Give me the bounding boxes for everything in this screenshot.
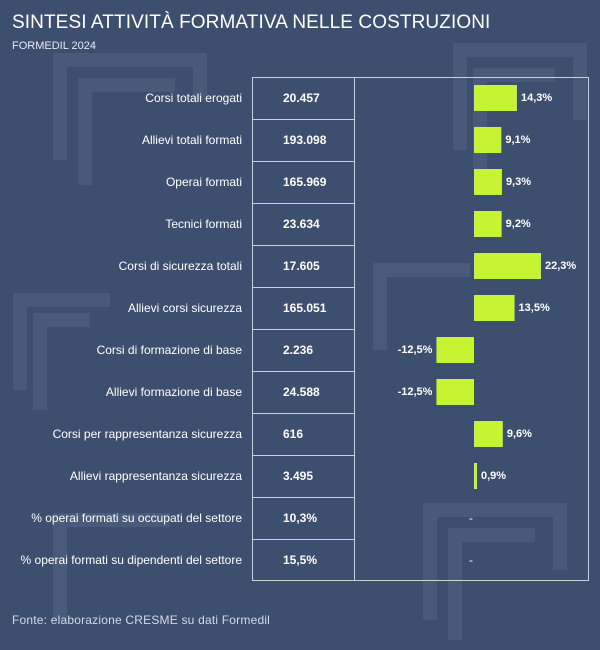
value-cell: 3.495 [283, 469, 314, 483]
chart-title: SINTESI ATTIVITÀ FORMATIVA NELLE COSTRUZ… [12, 12, 491, 33]
change-label: -12,5% [397, 386, 433, 398]
category-label: Corsi totali erogati [145, 91, 242, 105]
change-bar [436, 379, 474, 405]
change-bar [474, 211, 502, 237]
row-separator [252, 329, 355, 330]
change-bar [436, 337, 474, 363]
row-separator [252, 287, 355, 288]
value-cell: 24.588 [283, 385, 320, 399]
category-label: Corsi per rappresentanza sicurezza [52, 427, 242, 441]
category-label: Operai formati [165, 175, 242, 189]
category-label: Allievi rappresentanza sicurezza [69, 469, 242, 483]
change-label: 13,5% [518, 302, 550, 314]
row-separator [252, 497, 355, 498]
value-cell: 193.098 [283, 133, 327, 147]
category-label: Corsi di sicurezza totali [118, 259, 242, 273]
value-cell: 2.236 [283, 343, 314, 357]
category-label: % operai formati su occupati del settore [31, 511, 242, 525]
row-separator [252, 245, 355, 246]
row-separator [252, 539, 355, 540]
value-cell: 616 [283, 427, 304, 441]
value-cell: 23.634 [283, 217, 320, 231]
row-separator [252, 203, 355, 204]
value-cell: 10,3% [283, 511, 318, 525]
change-bar [474, 169, 502, 195]
row-separator [252, 119, 355, 120]
change-label: 9,1% [505, 134, 531, 146]
category-label: Allievi formazione di base [105, 385, 242, 399]
change-bar [474, 463, 477, 489]
change-label: 14,3% [520, 92, 553, 104]
change-label: -12,5% [397, 344, 433, 356]
value-cell: 20.457 [283, 91, 320, 105]
change-bar [474, 421, 503, 447]
change-label: - [469, 511, 473, 525]
category-label: Allievi corsi sicurezza [127, 301, 242, 315]
value-cell: 15,5% [283, 553, 318, 567]
row-separator [252, 413, 355, 414]
change-bar [474, 127, 502, 153]
change-label: 9,6% [506, 428, 532, 440]
row-separator [252, 161, 355, 162]
category-label: % operai formati su dipendenti del setto… [20, 553, 242, 567]
change-bar [474, 85, 517, 111]
change-label: 9,3% [505, 176, 532, 188]
category-label: Tecnici formati [165, 217, 242, 231]
row-separator [252, 371, 355, 372]
change-label: - [469, 553, 473, 567]
category-label: Corsi di formazione di base [96, 343, 242, 357]
change-label: 22,3% [545, 260, 577, 272]
value-cell: 165.969 [283, 175, 327, 189]
chart-subtitle: FORMEDIL 2024 [12, 40, 96, 52]
value-cell: 17.605 [283, 259, 320, 273]
change-bar [474, 295, 515, 321]
category-label: Allievi totali formati [141, 133, 242, 147]
change-label: 0,9% [481, 470, 507, 482]
source-note: Fonte: elaborazione CRESME su dati Forme… [12, 613, 271, 627]
value-cell: 165.051 [283, 301, 327, 315]
change-label: 9,2% [505, 218, 531, 230]
change-bar [474, 253, 541, 279]
row-separator [252, 455, 355, 456]
